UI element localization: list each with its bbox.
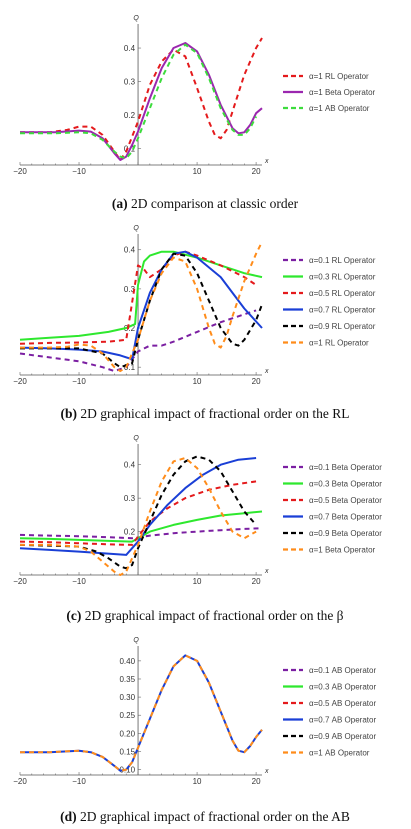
series-line-5 xyxy=(20,252,263,369)
series-line-4 xyxy=(19,457,257,556)
legend-entry: α=0.7 AB Operator xyxy=(309,716,376,725)
figure-caption: (b) 2D graphical impact of fractional or… xyxy=(60,406,349,421)
legend-entry: α=0.7 RL Operator xyxy=(309,306,376,315)
series-line-1 xyxy=(20,37,263,161)
x-axis-label: x xyxy=(264,158,269,165)
caption-label: (a) xyxy=(112,196,131,211)
legend: α=1 RL Operator α=1 Beta Operator α=1 AB O… xyxy=(283,72,376,113)
y-tick-label: 0.40 xyxy=(119,657,135,666)
legend-entry: α=0.3 AB Operator xyxy=(309,683,376,692)
y-tick-label: 0.4 xyxy=(124,44,136,53)
y-tick-label: 0.20 xyxy=(119,729,135,738)
series-line-6 xyxy=(20,654,263,772)
y-tick-label: 0.2 xyxy=(124,324,136,333)
x-tick-label: 10 xyxy=(193,377,202,386)
legend-entry: α=0.1 AB Operator xyxy=(309,666,376,675)
x-tick-label: −20 xyxy=(13,377,27,386)
series-line-6 xyxy=(20,241,263,373)
x-tick-label: −20 xyxy=(13,577,27,586)
figure-caption: (c) 2D graphical impact of fractional or… xyxy=(66,608,343,623)
legend-entry: α=0.7 Beta Operator xyxy=(309,513,382,522)
series-line-6 xyxy=(20,457,257,576)
legend-entry: α=0.1 RL Operator xyxy=(309,256,376,265)
chart-panel-4: −20 −10 10 20 0.10 0.15 0.20 0.25 0.30 0.35 0.40 Qx… xyxy=(13,637,376,824)
chart-panel-2: −20 −10 10 20 0.1 0.2 0.3 0.4 Qx α=0.1 RL Operato… xyxy=(13,225,375,421)
caption-label: (b) xyxy=(60,406,80,421)
x-tick-label: 20 xyxy=(252,377,261,386)
series-line-2 xyxy=(20,42,263,161)
legend: α=0.1 RL Operator α=0.3 RL Operator α=0.5 … xyxy=(283,256,376,348)
y-tick-label: 0.2 xyxy=(124,528,136,537)
y-tick-label: 0.4 xyxy=(124,461,136,470)
x-axis-label: x xyxy=(264,368,269,375)
series-line-5 xyxy=(19,455,257,570)
y-tick-label: 0.10 xyxy=(119,766,135,775)
x-tick-label: 20 xyxy=(252,777,261,786)
y-axis-label: Q xyxy=(133,637,139,644)
y-axis-label: Q xyxy=(133,225,139,232)
series-line-3 xyxy=(19,480,257,546)
x-tick-label: −10 xyxy=(72,577,86,586)
caption-text: 2D graphical impact of fractional order … xyxy=(80,406,349,421)
x-axis-label: x xyxy=(264,568,269,575)
x-tick-label: −20 xyxy=(13,167,27,176)
x-axis-label: x xyxy=(264,768,269,775)
series-line-4 xyxy=(20,654,263,772)
legend-entry: α=1 RL Operator xyxy=(309,339,369,348)
x-tick-label: 10 xyxy=(193,577,202,586)
x-tick-label: −20 xyxy=(13,777,27,786)
legend-entry: α=0.5 RL Operator xyxy=(309,289,376,298)
y-tick-label: 0.3 xyxy=(124,494,136,503)
y-tick-label: 0.30 xyxy=(119,693,135,702)
caption-label: (d) xyxy=(60,809,80,824)
caption-label: (c) xyxy=(66,608,84,623)
x-tick-label: −10 xyxy=(72,167,86,176)
x-tick-label: −10 xyxy=(72,777,86,786)
legend-entry: α=0.5 AB Operator xyxy=(309,699,376,708)
figure-caption: (a) 2D comparison at classic order xyxy=(112,196,299,211)
legend-entry: α=1 AB Operator xyxy=(309,104,370,113)
x-tick-label: 20 xyxy=(252,577,261,586)
y-tick-label: 0.3 xyxy=(124,77,136,86)
y-axis-label: Q xyxy=(133,15,139,22)
legend-entry: α=0.9 AB Operator xyxy=(309,732,376,741)
y-tick-label: 0.15 xyxy=(119,747,135,756)
x-tick-label: −10 xyxy=(72,377,86,386)
caption-text: 2D comparison at classic order xyxy=(131,196,299,211)
x-tick-label: 20 xyxy=(252,167,261,176)
legend: α=0.1 AB Operator α=0.3 AB Operator α=0.5 … xyxy=(283,666,376,758)
legend-entry: α=1 Beta Operator xyxy=(309,546,376,555)
legend-entry: α=0.3 Beta Operator xyxy=(309,480,382,489)
legend-entry: α=0.9 Beta Operator xyxy=(309,529,382,538)
y-tick-label: 0.25 xyxy=(119,711,135,720)
legend-entry: α=0.3 RL Operator xyxy=(309,273,376,282)
series-line-1 xyxy=(19,309,257,373)
y-tick-label: 0.35 xyxy=(119,675,135,684)
caption-text: 2D graphical impact of fractional order … xyxy=(80,809,350,824)
y-axis-label: Q xyxy=(133,435,139,442)
x-tick-label: 10 xyxy=(193,777,202,786)
chart-panel-3: −20 −10 10 20 0.2 0.3 0.4 Qx α=0.1 Beta Operator… xyxy=(13,435,382,623)
legend-entry: α=1 RL Operator xyxy=(309,72,369,81)
caption-text: 2D graphical impact of fractional order … xyxy=(85,608,344,623)
series-line-1 xyxy=(19,527,263,540)
series-line-3 xyxy=(19,250,257,345)
legend: α=0.1 Beta Operator α=0.3 Beta Operator α=… xyxy=(283,463,382,555)
y-tick-label: 0.3 xyxy=(124,285,136,294)
x-tick-label: 10 xyxy=(193,167,202,176)
legend-entry: α=1 Beta Operator xyxy=(309,88,376,97)
y-tick-label: 0.2 xyxy=(124,111,136,120)
legend-entry: α=1 AB Operator xyxy=(309,749,370,758)
legend-entry: α=0.5 Beta Operator xyxy=(309,496,382,505)
y-tick-label: 0.4 xyxy=(124,246,136,255)
legend-entry: α=0.1 Beta Operator xyxy=(309,463,382,472)
legend-entry: α=0.9 RL Operator xyxy=(309,322,376,331)
figure-caption: (d) 2D graphical impact of fractional or… xyxy=(60,809,350,824)
y-tick-label: 0.1 xyxy=(124,363,136,372)
